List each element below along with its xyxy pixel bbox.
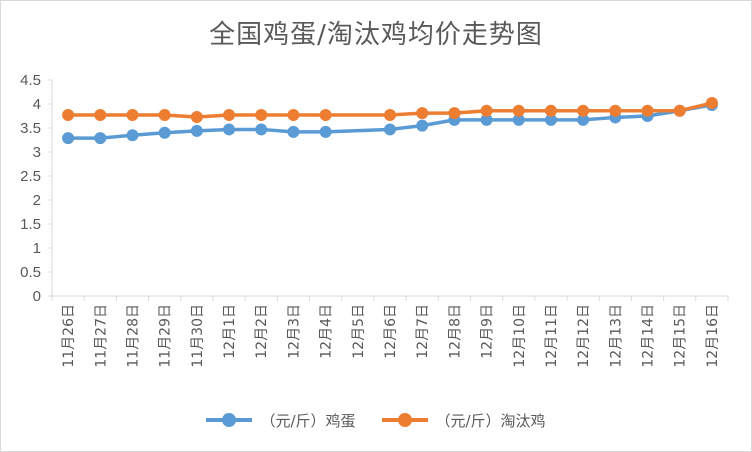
data-point-s1-7 [287,109,300,122]
data-point-s1-12 [448,107,461,120]
data-point-s1-13 [480,104,493,117]
y-tick-label: 1 [33,240,41,257]
data-point-s0-15 [544,113,557,126]
x-tick-label: 12月9日 [480,304,496,359]
data-point-s0-10 [384,123,396,136]
x-tick-label: 12月7日 [415,304,431,359]
legend-label-eggs: （元/斤）鸡蛋 [260,411,356,430]
x-tick-label: 12月5日 [351,304,367,359]
x-tick-label: 12月3日 [286,304,302,359]
x-tick-label: 12月8日 [447,304,463,359]
y-tick-label: 1.5 [20,216,41,233]
legend-item-culled-hens: （元/斤）淘汰鸡 [381,410,546,431]
legend: （元/斤）鸡蛋 （元/斤）淘汰鸡 [0,408,752,432]
data-point-s1-8 [319,109,332,122]
x-tick-label: 12月14日 [641,304,657,368]
x-tick-label: 12月13日 [608,304,624,368]
data-point-s1-2 [126,109,139,122]
x-tick-label: 12月2日 [254,304,270,359]
x-tick-label: 12月12日 [576,304,592,368]
data-point-s1-20 [705,97,718,110]
legend-item-eggs: （元/斤）鸡蛋 [206,410,356,431]
y-tick-label: 3 [33,144,41,161]
data-point-s1-0 [62,109,75,122]
x-tick-label: 12月10日 [512,304,528,368]
y-tick-label: 2.5 [20,168,41,185]
data-point-s0-4 [190,124,203,137]
x-tick-label: 11月27日 [93,304,109,368]
legend-marker-culled-hens [397,413,412,427]
data-point-s1-11 [416,107,429,120]
x-tick-label: 12月15日 [673,304,689,368]
data-point-s1-4 [190,110,203,123]
data-point-s1-16 [577,104,590,117]
legend-marker-eggs [222,413,237,427]
x-tick-label: 12月11日 [544,304,560,368]
data-point-s1-19 [673,104,686,117]
y-tick-label: 4 [33,96,41,113]
data-point-s1-15 [544,104,557,117]
chart-title: 全国鸡蛋/淘汰鸡均价走势图 [209,20,543,50]
data-point-s0-13 [480,113,493,126]
x-tick-label: 12月6日 [383,304,399,359]
data-point-s0-14 [512,113,525,126]
data-point-s1-18 [641,104,654,117]
data-point-s0-5 [223,123,236,136]
data-point-s1-10 [384,109,396,122]
x-tick-label: 12月16日 [705,304,721,368]
x-tick-label: 12月4日 [319,304,335,359]
data-point-s1-17 [609,104,622,117]
x-tick-label: 11月30日 [190,304,206,368]
y-tick-label: 0 [33,288,41,305]
legend-label-culled-hens: （元/斤）淘汰鸡 [435,411,546,430]
data-point-s0-7 [287,125,300,138]
x-tick-label: 11月29日 [158,304,174,368]
data-point-s0-8 [319,125,332,138]
legend-swatch-eggs [206,412,253,428]
x-tick-label: 12月1日 [222,304,238,359]
data-point-s0-1 [94,132,107,145]
data-point-s0-0 [62,132,75,145]
data-point-s0-11 [416,119,429,132]
y-tick-label: 0.5 [20,264,41,281]
data-point-s0-3 [158,126,171,139]
data-point-s1-5 [223,109,236,122]
data-point-s1-6 [255,109,268,122]
data-point-s1-14 [512,104,525,117]
y-tick-label: 4.5 [20,72,41,89]
legend-swatch-culled-hens [381,412,428,428]
data-point-s1-3 [158,109,171,122]
x-tick-label: 11月26日 [61,304,77,368]
y-tick-label: 3.5 [20,120,41,137]
data-point-s0-2 [126,129,139,142]
data-point-s0-6 [255,123,268,136]
y-tick-label: 2 [33,192,41,209]
data-point-s0-16 [577,113,590,126]
data-point-s1-1 [94,109,107,122]
x-tick-label: 11月28日 [125,304,141,368]
